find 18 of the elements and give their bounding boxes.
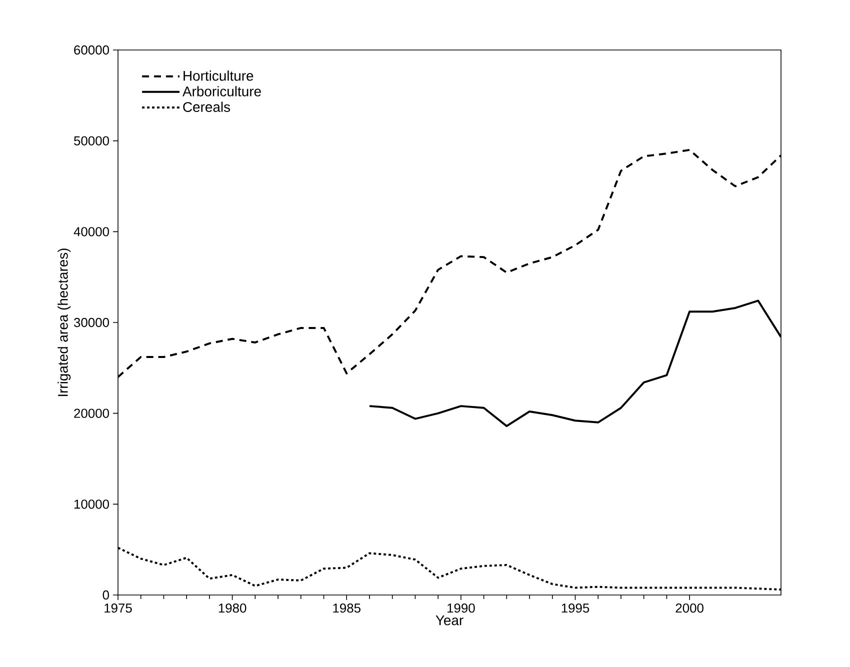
legend-label: Cereals xyxy=(183,102,230,112)
legend-label: Horticulture xyxy=(184,70,254,81)
y-tick-label: 40000 xyxy=(74,227,109,236)
y-tick-label: 20000 xyxy=(74,408,109,418)
y-tick-label: 60000 xyxy=(74,45,109,55)
y-tick-label: 10000 xyxy=(74,500,109,509)
y-tick-label: 30000 xyxy=(74,318,109,328)
y-tick-label: 0 xyxy=(102,590,110,600)
legend-label: Arboriculture xyxy=(182,86,261,96)
x-tick-label: 1985 xyxy=(333,604,360,613)
x-tick-label: 1990 xyxy=(448,604,475,613)
y-tick-label: 50000 xyxy=(74,136,109,146)
x-tick-label: 1975 xyxy=(104,604,132,613)
x-tick-label: 2000 xyxy=(676,604,704,613)
x-tick-label: 1995 xyxy=(562,604,590,613)
x-axis-title: Year xyxy=(436,616,464,626)
x-tick-label: 1980 xyxy=(218,604,246,613)
y-axis-title: Irrigated area (hectares) xyxy=(58,248,71,396)
